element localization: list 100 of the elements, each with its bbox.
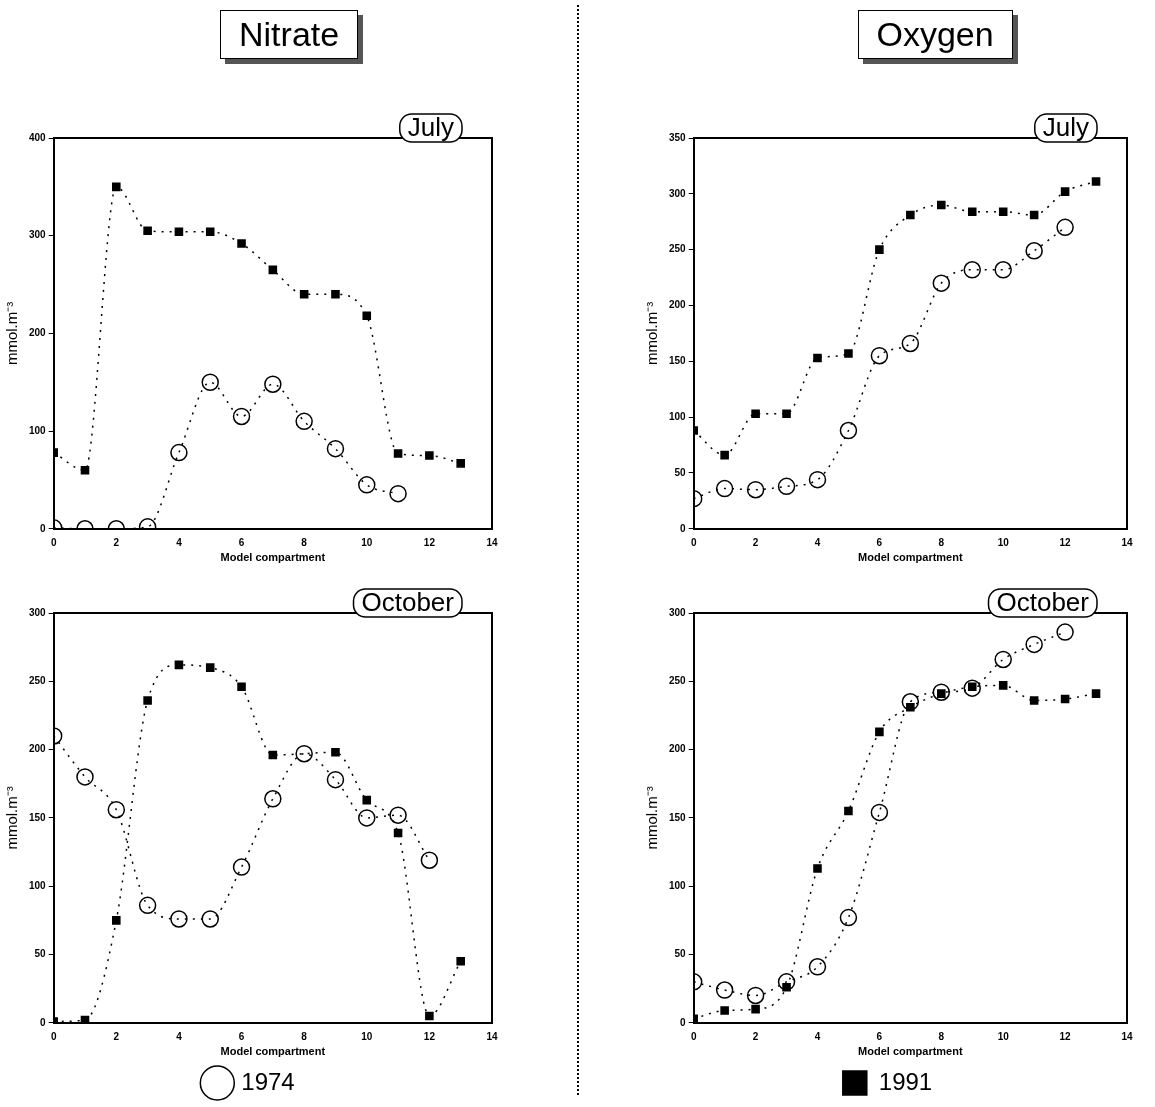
point <box>170 910 188 928</box>
x-tick-label: 0 <box>690 1030 697 1042</box>
x-tick-label: 12 <box>1059 1030 1072 1042</box>
point <box>937 200 946 210</box>
point <box>268 750 278 760</box>
point <box>875 245 884 254</box>
point <box>808 958 827 976</box>
point <box>138 896 157 915</box>
point <box>362 311 372 321</box>
x-axis-title: Model compartment <box>220 551 326 564</box>
chart-title: Oxygen <box>857 10 1013 59</box>
point <box>107 800 126 819</box>
point <box>425 451 434 460</box>
point <box>389 806 407 824</box>
point <box>389 484 407 503</box>
point <box>746 986 765 1005</box>
point <box>456 459 465 468</box>
x-tick-label: 4 <box>814 536 821 548</box>
y-tick-label: 0 <box>40 1016 47 1028</box>
point <box>358 476 376 494</box>
point <box>839 908 858 927</box>
x-tick-label: 8 <box>938 536 945 548</box>
y-tick-label: 0 <box>680 1016 687 1028</box>
point <box>813 353 822 363</box>
point <box>751 1004 760 1014</box>
point <box>875 727 884 737</box>
x-axis-title: Model compartment <box>858 1045 963 1058</box>
x-tick-label: 14 <box>1121 1030 1133 1042</box>
x-tick-label: 6 <box>876 536 883 548</box>
y-tick-label: 50 <box>674 466 687 478</box>
y-tick-label: 200 <box>669 743 687 755</box>
point <box>326 770 345 789</box>
chart-subtitle: July <box>1042 112 1090 143</box>
point <box>232 407 251 426</box>
x-tick-label: 14 <box>1121 536 1133 548</box>
x-tick-label: 2 <box>752 536 759 548</box>
point <box>839 421 858 440</box>
point <box>1060 694 1070 704</box>
y-tick-label: 0 <box>40 522 47 534</box>
point <box>994 650 1012 669</box>
y-tick-label: 250 <box>29 675 47 687</box>
point <box>932 274 951 292</box>
y-tick-label: 300 <box>29 229 47 241</box>
point <box>232 858 251 876</box>
point <box>963 679 981 697</box>
x-tick-label: 2 <box>113 536 120 548</box>
point <box>901 334 920 353</box>
point <box>746 480 765 499</box>
point <box>870 346 889 365</box>
y-tick-label: 100 <box>29 424 47 436</box>
legend-label: 1974 <box>241 1067 295 1095</box>
x-tick-label: 12 <box>423 536 436 548</box>
point <box>1025 635 1043 654</box>
y-tick-label: 150 <box>669 355 687 367</box>
x-tick-label: 14 <box>486 1030 498 1042</box>
point <box>174 227 184 237</box>
y-tick-label: 150 <box>669 811 687 823</box>
point <box>264 375 282 393</box>
point <box>813 864 822 873</box>
point <box>1029 210 1039 220</box>
x-tick-label: 12 <box>1059 536 1072 548</box>
point <box>870 803 889 822</box>
y-tick-label: 100 <box>669 410 687 422</box>
x-tick-label: 8 <box>301 536 308 548</box>
y-tick-label: 400 <box>29 131 47 143</box>
y-tick-label: 100 <box>29 879 47 891</box>
legend-label: 1991 <box>878 1067 933 1095</box>
point <box>143 696 152 705</box>
y-tick-label: 300 <box>669 187 687 199</box>
point <box>362 795 372 805</box>
point <box>112 916 121 925</box>
x-tick-label: 0 <box>50 1030 57 1042</box>
point <box>295 744 313 763</box>
y-tick-label: 250 <box>669 243 687 255</box>
point <box>906 210 915 220</box>
x-tick-label: 6 <box>238 1030 245 1042</box>
y-axis-title: mmol.m⁻³ <box>643 301 661 366</box>
y-tick-label: 250 <box>669 675 687 687</box>
chart-subtitle: July <box>407 112 455 143</box>
x-tick-label: 14 <box>486 536 498 548</box>
x-tick-label: 4 <box>176 1030 183 1042</box>
chart-title: Nitrate <box>220 10 359 59</box>
y-axis-title: mmol.m⁻³ <box>3 786 21 850</box>
point <box>205 663 215 672</box>
x-tick-label: 10 <box>997 1030 1010 1042</box>
point <box>751 409 760 419</box>
x-tick-label: 4 <box>814 1030 821 1042</box>
point <box>420 851 439 869</box>
point <box>425 1011 434 1021</box>
point <box>174 660 184 670</box>
x-tick-label: 10 <box>997 536 1010 548</box>
x-tick-label: 8 <box>301 1030 308 1042</box>
point <box>844 806 853 816</box>
point <box>268 265 278 275</box>
y-tick-label: 300 <box>669 606 687 618</box>
x-tick-label: 2 <box>752 1030 759 1042</box>
x-tick-label: 6 <box>238 536 245 548</box>
point <box>808 470 827 489</box>
y-tick-label: 150 <box>29 811 47 823</box>
point <box>237 682 246 692</box>
